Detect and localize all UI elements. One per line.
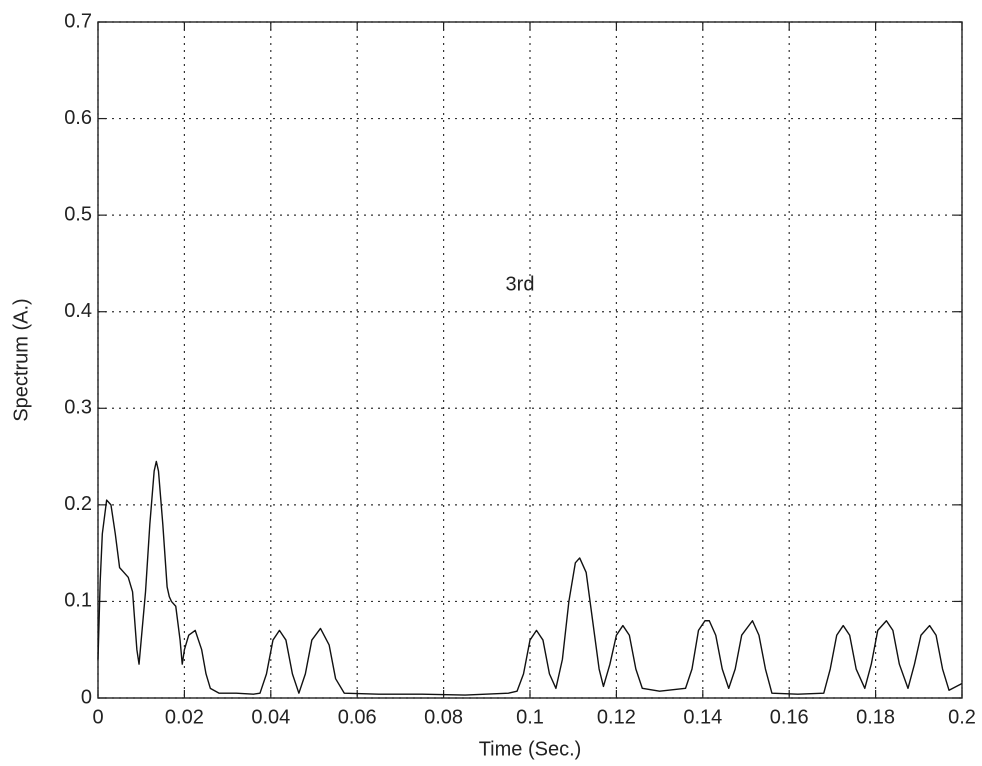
x-tick-label: 0.1 xyxy=(516,706,544,728)
x-tick-label: 0.06 xyxy=(338,706,377,728)
x-tick-label: 0.04 xyxy=(251,706,290,728)
data-line xyxy=(97,460,963,696)
y-tick-label: 0.4 xyxy=(64,300,92,322)
annotation: 3rd xyxy=(506,273,535,295)
y-tick-label: 0.6 xyxy=(64,107,92,129)
axes-box xyxy=(97,21,963,699)
x-tick-label: 0.08 xyxy=(424,706,463,728)
x-tick-label: 0.02 xyxy=(165,706,204,728)
x-tick-label: 0 xyxy=(92,706,103,728)
x-tick-label: 0.2 xyxy=(948,706,976,728)
x-axis-label: Time (Sec.) xyxy=(479,738,582,760)
y-tick-label: 0.3 xyxy=(64,397,92,419)
y-tick-label: 0.2 xyxy=(64,493,92,515)
x-tick-label: 0.12 xyxy=(597,706,636,728)
y-tick-label: 0.5 xyxy=(64,203,92,225)
x-tick-label: 0.14 xyxy=(683,706,722,728)
x-tick-label: 0.18 xyxy=(856,706,895,728)
x-tick-label: 0.16 xyxy=(770,706,809,728)
y-tick-label: 0.7 xyxy=(64,10,92,32)
y-tick-label: 0 xyxy=(81,686,92,708)
y-tick-label: 0.1 xyxy=(64,590,92,612)
y-axis-label: Spectrum (A.) xyxy=(10,298,32,421)
